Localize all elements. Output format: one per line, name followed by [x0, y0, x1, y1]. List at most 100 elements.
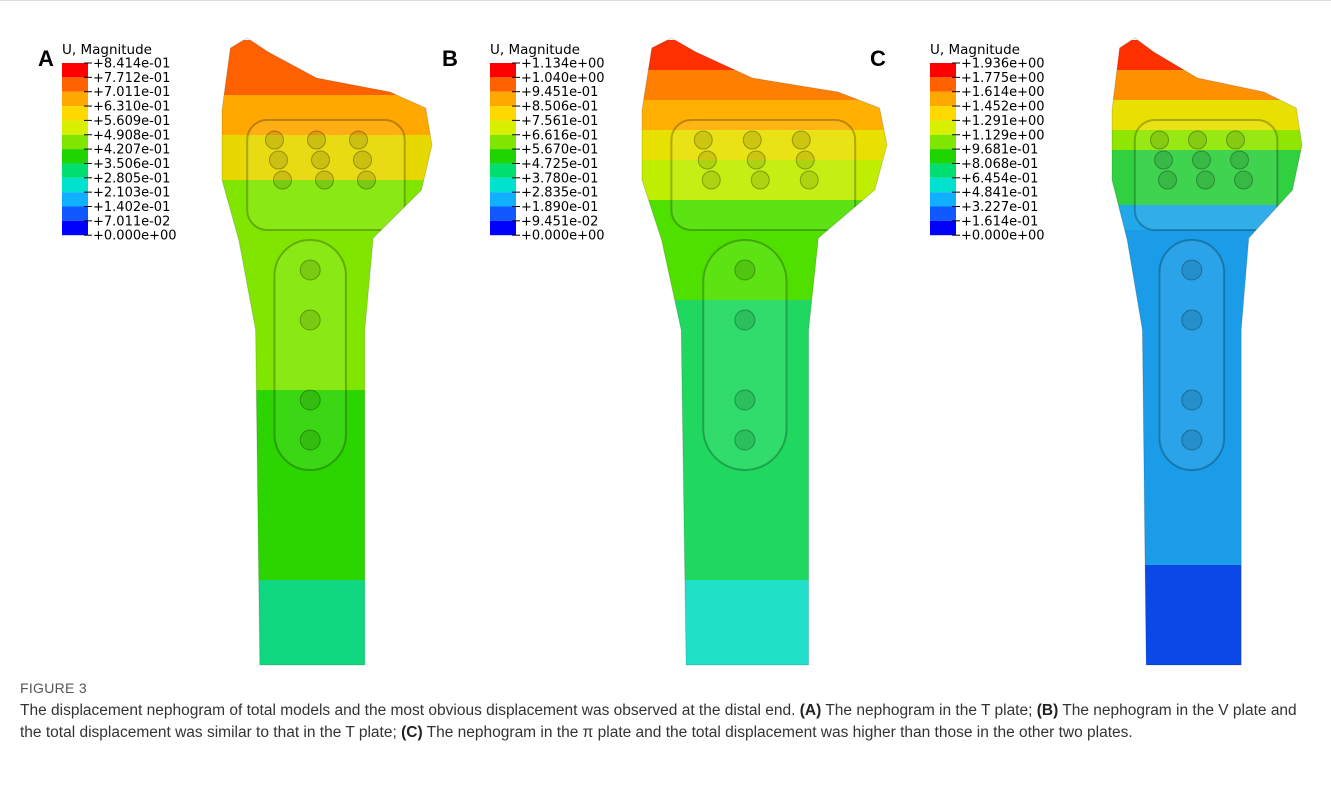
legend-swatch: [490, 192, 516, 206]
legend-swatch: [62, 106, 88, 120]
hole: [1182, 310, 1202, 330]
hole: [698, 151, 716, 169]
hole: [312, 151, 330, 169]
caption-segment: The displacement nephogram of total mode…: [20, 702, 800, 719]
hole: [1235, 171, 1253, 189]
hole: [1193, 151, 1211, 169]
panel-letter: B: [442, 46, 458, 71]
caption-segment: The nephogram in the T plate;: [821, 702, 1036, 719]
legend-swatch: [930, 178, 956, 192]
hole: [300, 430, 320, 450]
hole: [735, 430, 755, 450]
legend-swatch: [930, 192, 956, 206]
hole: [743, 131, 761, 149]
legend-swatch: [930, 163, 956, 177]
legend-swatch: [490, 106, 516, 120]
hole: [735, 260, 755, 280]
legend-label: +6.310e-01: [93, 100, 170, 115]
legend-swatch: [62, 149, 88, 163]
caption-text: The displacement nephogram of total mode…: [20, 700, 1315, 744]
legend-swatch: [490, 63, 516, 77]
figure-label: FIGURE 3: [20, 680, 1315, 696]
legend-swatch: [62, 77, 88, 91]
hole: [747, 151, 765, 169]
hole: [308, 131, 326, 149]
legend-label: +1.890e-01: [521, 200, 598, 215]
legend-swatch: [62, 207, 88, 221]
legend-label: +2.835e-01: [521, 186, 598, 201]
hole: [735, 390, 755, 410]
legend-swatch: [930, 106, 956, 120]
legend-swatch: [490, 149, 516, 163]
legend-label: +1.040e+00: [521, 71, 605, 86]
legend-label: +0.000e+00: [961, 229, 1045, 244]
legend-swatch: [490, 221, 516, 235]
legend-swatch: [930, 120, 956, 134]
legend-swatch: [490, 120, 516, 134]
legend-swatch: [490, 163, 516, 177]
hole: [751, 171, 769, 189]
caption-tag: (C): [401, 724, 423, 741]
legend-label: +1.775e+00: [961, 71, 1045, 86]
legend-label: +9.451e-01: [521, 85, 598, 100]
legend-label: +3.506e-01: [93, 157, 170, 172]
legend-label: +1.614e-01: [961, 214, 1038, 229]
legend-label: +6.616e-01: [521, 128, 598, 143]
hole: [1231, 151, 1249, 169]
panel-letter: A: [38, 46, 54, 71]
legend-label: +1.402e-01: [93, 200, 170, 215]
hole: [702, 171, 720, 189]
legend-label: +7.712e-01: [93, 71, 170, 86]
legend-label: +3.780e-01: [521, 171, 598, 186]
legend-swatch: [62, 92, 88, 106]
legend-swatch: [930, 92, 956, 106]
bone: [1107, 40, 1307, 665]
legend-swatch: [62, 192, 88, 206]
legend-swatch: [62, 221, 88, 235]
hole: [1189, 131, 1207, 149]
legend-label: +4.725e-01: [521, 157, 598, 172]
legend-label: +5.609e-01: [93, 114, 170, 129]
legend-label: +9.451e-02: [521, 214, 598, 229]
legend-label: +0.000e+00: [521, 229, 605, 244]
hole: [300, 390, 320, 410]
hole: [796, 151, 814, 169]
legend-label: +1.291e+00: [961, 114, 1045, 129]
legend-label: +1.129e+00: [961, 128, 1045, 143]
caption-tag: (B): [1037, 702, 1059, 719]
hole: [792, 131, 810, 149]
hole: [300, 260, 320, 280]
hole: [1182, 390, 1202, 410]
legend-label: +4.841e-01: [961, 186, 1038, 201]
legend-label: +1.452e+00: [961, 100, 1045, 115]
legend-swatch: [62, 120, 88, 134]
caption-segment: The nephogram in the π plate and the tot…: [423, 724, 1133, 741]
hole: [694, 131, 712, 149]
legend-swatch: [930, 207, 956, 221]
hole: [316, 171, 334, 189]
legend-label: +8.506e-01: [521, 100, 598, 115]
hole: [274, 171, 292, 189]
legend-label: +2.805e-01: [93, 171, 170, 186]
hole: [1151, 131, 1169, 149]
legend-label: +4.908e-01: [93, 128, 170, 143]
hole: [358, 171, 376, 189]
legend-swatch: [930, 221, 956, 235]
legend-label: +7.561e-01: [521, 114, 598, 129]
legend-swatch: [62, 135, 88, 149]
hole: [735, 310, 755, 330]
legend-swatch: [490, 77, 516, 91]
legend-swatch: [62, 178, 88, 192]
legend-label: +5.670e-01: [521, 143, 598, 158]
hole: [266, 131, 284, 149]
hole: [1155, 151, 1173, 169]
legend-label: +8.068e-01: [961, 157, 1038, 172]
legend-label: +3.227e-01: [961, 200, 1038, 215]
hole: [1182, 260, 1202, 280]
legend-label: +4.207e-01: [93, 143, 170, 158]
legend-label: +6.454e-01: [961, 171, 1038, 186]
legend-swatch: [490, 135, 516, 149]
